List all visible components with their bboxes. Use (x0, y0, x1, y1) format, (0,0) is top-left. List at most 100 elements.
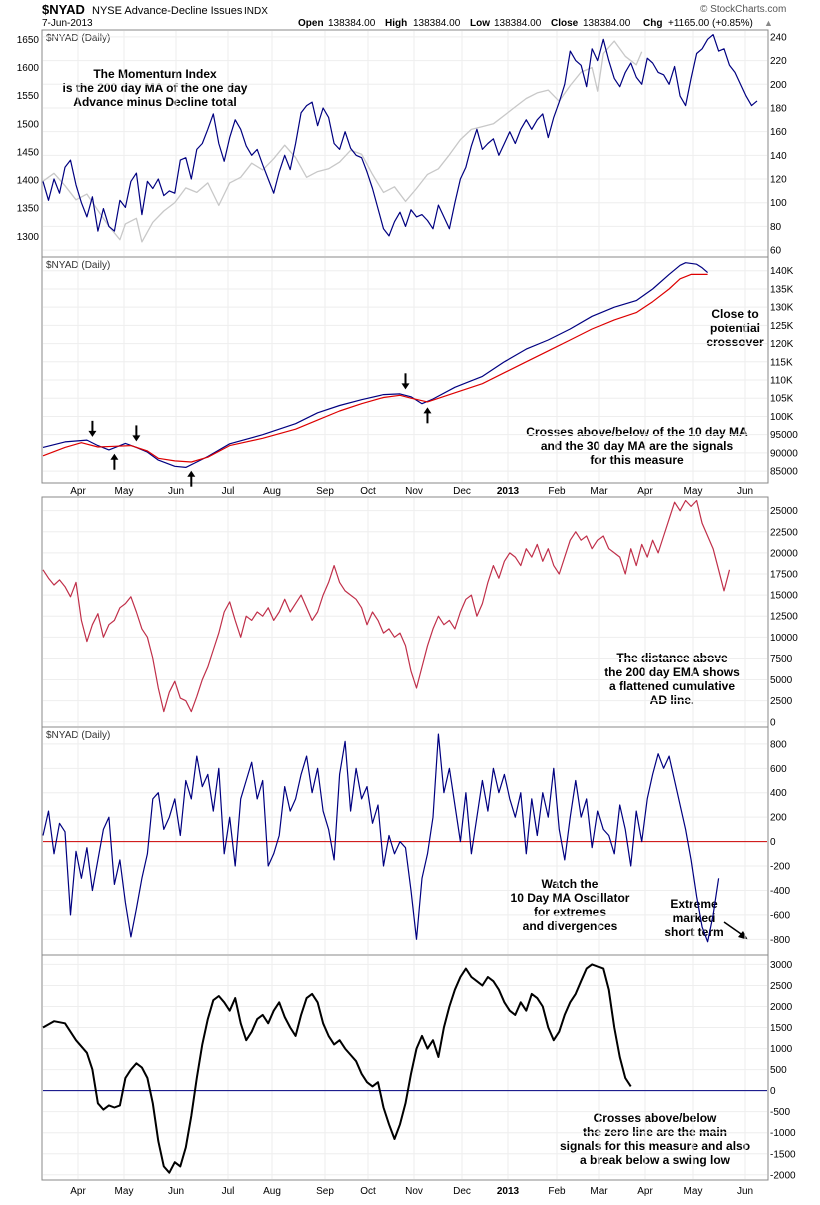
annotation-line: for this measure (590, 453, 684, 467)
right-axis-tick-label: 2500 (770, 981, 793, 992)
x-axis-month-label: May (115, 486, 134, 497)
x-axis-month-label: Jun (737, 486, 753, 497)
right-axis-tick-label: 85000 (770, 467, 798, 478)
right-axis-tick-label: 220 (770, 56, 787, 67)
x-axis-month-label: Jun (168, 1186, 184, 1197)
annotation-line: the zero line are the main (583, 1125, 727, 1139)
right-axis-tick-label: 95000 (770, 430, 798, 441)
series-line (42, 733, 720, 943)
series-line (42, 273, 708, 463)
right-axis-tick-label: -400 (770, 886, 790, 897)
signal-arrow-down-head (401, 383, 410, 390)
right-axis-tick-label: 600 (770, 764, 787, 775)
right-axis-tick-label: -1500 (770, 1149, 796, 1160)
x-axis-month-label: Dec (453, 1186, 471, 1197)
signal-arrow-up-head (187, 470, 196, 477)
x-axis-month-label: Oct (360, 486, 376, 497)
right-axis-tick-label: 7500 (770, 654, 793, 665)
annotation-line: for extremes (534, 905, 606, 919)
panel5-annotation: Crosses above/below the zero line are th… (560, 1111, 750, 1167)
annotation-line: Close to (711, 307, 758, 321)
right-axis-tick-label: 2500 (770, 696, 793, 707)
right-axis-tick-label: 20000 (770, 548, 798, 559)
x-axis-month-label: May (684, 1186, 703, 1197)
right-axis-tick-label: -2000 (770, 1170, 796, 1181)
x-axis-month-label: Jul (222, 486, 235, 497)
index-name: NYSE Advance-Decline Issues (92, 5, 243, 17)
series-line (42, 963, 632, 1174)
right-axis-tick-label: 17500 (770, 570, 798, 581)
right-axis-tick-label: 140 (770, 151, 787, 162)
panel2-frame (41, 256, 769, 484)
right-axis-tick-label: 400 (770, 788, 787, 799)
right-axis-tick-label: 240 (770, 32, 787, 43)
panel1-annotation: The Momentum Index is the 200 day MA of … (63, 67, 248, 109)
right-axis-tick-label: 12500 (770, 612, 798, 623)
collapse-arrow-icon[interactable]: ▲ (764, 18, 773, 28)
low-value: 138384.00 (494, 18, 542, 29)
panel4-frame (41, 726, 769, 956)
x-axis-month-label: Jun (737, 1186, 753, 1197)
right-axis-tick-label: 110K (770, 376, 793, 387)
right-axis-tick-label: 140K (770, 266, 794, 277)
panel2-crossover-annotation: Close to potential crossover (706, 307, 764, 349)
x-axis-month-label: Sep (316, 1186, 334, 1197)
right-axis-tick-label: 1000 (770, 1044, 793, 1055)
x-axis-month-label: 2013 (497, 1186, 520, 1197)
x-axis-month-label: Apr (637, 1186, 653, 1197)
exchange: INDX (244, 6, 268, 17)
right-axis-tick-label: 5000 (770, 675, 793, 686)
signal-arrow-down-head (132, 435, 141, 442)
right-axis-tick-label: -1000 (770, 1128, 796, 1139)
right-axis-tick-label: 120 (770, 175, 787, 186)
panel2-signals-annotation: Crosses above/below of the 10 day MA and… (526, 425, 748, 467)
right-axis-tick-label: 160 (770, 127, 787, 138)
annotation-line: Advance minus Decline total (73, 95, 236, 109)
right-axis-tick-label: 120K (770, 339, 794, 350)
right-axis-tick-label: 800 (770, 739, 787, 750)
low-label: Low (470, 18, 490, 29)
left-axis-tick-label: 1500 (17, 119, 40, 130)
x-axis-month-label: 2013 (497, 486, 520, 497)
chart-date: 7-Jun-2013 (42, 18, 93, 29)
left-axis-tick-label: 1450 (17, 147, 40, 158)
open-value: 138384.00 (328, 18, 376, 29)
panel1-frame (41, 29, 769, 258)
annotation-line: Watch the (542, 877, 599, 891)
close-label: Close (551, 18, 579, 29)
signal-arrow-down-head (88, 430, 97, 437)
right-axis-tick-label: 200 (770, 80, 787, 91)
right-axis-tick-label: 100 (770, 198, 787, 209)
x-axis-month-label: Dec (453, 486, 471, 497)
annotation-line: is the 200 day MA of the one day (63, 81, 248, 95)
right-axis-tick-label: -600 (770, 910, 790, 921)
x-axis-month-label: Feb (548, 486, 566, 497)
left-axis-tick-label: 1600 (17, 63, 40, 74)
right-axis-tick-label: 500 (770, 1065, 787, 1076)
open-label: Open (298, 18, 324, 29)
annotation-line: signals for this measure and also (560, 1139, 750, 1153)
right-axis-tick-label: 10000 (770, 633, 798, 644)
right-axis-tick-label: -800 (770, 935, 790, 946)
annotation-line: Crosses above/below of the 10 day MA (526, 425, 748, 439)
left-axis-tick-label: 1650 (17, 35, 40, 46)
panel4-watch-annotation: Watch the 10 Day MA Oscillator for extre… (511, 877, 630, 933)
x-axis-month-label: May (115, 1186, 134, 1197)
annotation-line: marked (673, 911, 716, 925)
watermark: © StockCharts.com (700, 4, 786, 15)
x-axis-month-label: Sep (316, 486, 334, 497)
right-axis-tick-label: 130K (770, 303, 794, 314)
right-axis-tick-label: 0 (770, 837, 776, 848)
x-axis-month-label: Nov (405, 486, 423, 497)
series-layer (42, 33, 758, 1174)
right-axis-tick-label: 2000 (770, 1002, 793, 1013)
right-axis-tick-label: 60 (770, 246, 782, 257)
annotation-line: Extreme (670, 897, 718, 911)
chg-value: +1165.00 (+0.85%) (668, 18, 753, 29)
right-axis-tick-label: 105K (770, 394, 794, 405)
left-axis-tick-label: 1350 (17, 204, 40, 215)
signal-arrow-up-head (423, 407, 432, 414)
x-axis-month-label: Jul (222, 1186, 235, 1197)
